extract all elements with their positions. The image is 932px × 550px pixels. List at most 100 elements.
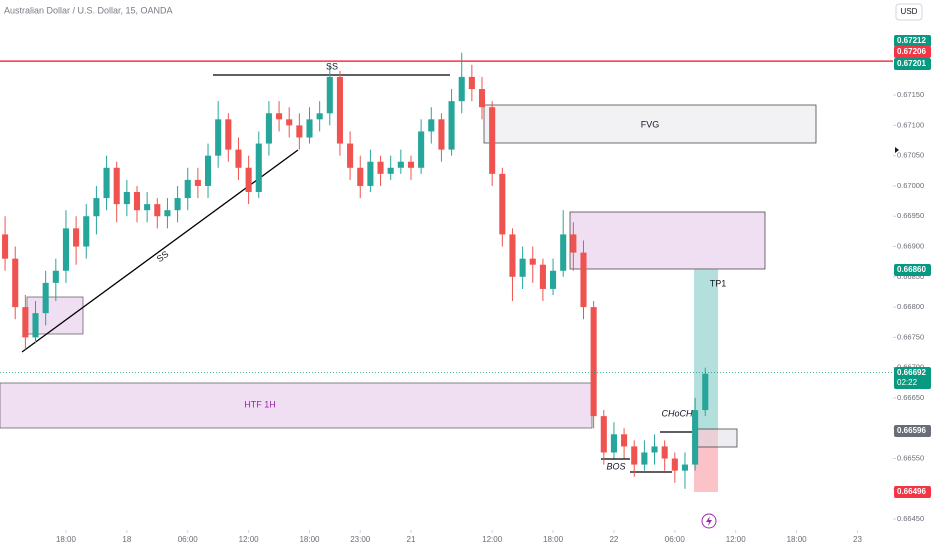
price-badge-label: 0.66496 — [897, 487, 926, 496]
candle-body — [184, 179, 191, 199]
fvg-zone — [483, 104, 817, 144]
candle-body — [519, 258, 526, 277]
price-badge — [894, 367, 931, 389]
candle-body — [2, 234, 9, 259]
candle-body — [144, 204, 151, 211]
x-tick-label: 23 — [853, 535, 862, 544]
candle-body — [133, 192, 141, 211]
candles — [2, 52, 709, 489]
candle-body — [154, 204, 161, 217]
x-tick-label: 18 — [122, 535, 131, 544]
x-tick-label: 18:00 — [299, 535, 320, 544]
x-tick-label: 06:00 — [665, 535, 686, 544]
candle-body — [621, 434, 628, 447]
candle-body — [509, 234, 516, 277]
price-badge-label: 0.67206 — [897, 47, 926, 56]
htf-label: HTF 1H — [244, 399, 276, 409]
price-badge — [894, 264, 931, 276]
candle-body — [215, 119, 222, 156]
y-tick-label: 0.66450 — [897, 514, 924, 523]
candle-body — [336, 76, 343, 144]
candle-body — [83, 216, 90, 247]
choch-label: CHoCH — [661, 408, 693, 418]
candle-body — [387, 167, 394, 174]
candle-body — [62, 228, 70, 271]
y-tick-label: 0.66950 — [897, 211, 924, 220]
y-tick-label: 0.66550 — [897, 454, 924, 463]
candle-body — [286, 119, 293, 126]
candle-body — [580, 252, 587, 308]
candle-body — [692, 410, 699, 465]
candle-body — [306, 119, 313, 138]
candle-body — [316, 113, 323, 120]
price-badge — [894, 58, 931, 70]
candle-body — [103, 167, 110, 199]
candle-body — [225, 119, 232, 150]
candle-body — [570, 234, 577, 253]
candle-body — [631, 446, 638, 465]
currency-button[interactable] — [895, 3, 923, 21]
tp-label: TP1 — [710, 278, 727, 288]
candle-body — [377, 161, 384, 174]
y-tick-label: 0.66800 — [897, 302, 924, 311]
y-tick-label: 0.66650 — [897, 393, 924, 402]
candle-body — [194, 179, 201, 186]
candle-body — [265, 113, 272, 144]
x-tick-label: 12:00 — [239, 535, 260, 544]
candle-body — [296, 125, 303, 138]
price-badge — [894, 486, 931, 498]
y-tick-label: 0.66900 — [897, 242, 924, 251]
candle-body — [458, 76, 465, 102]
candle-body — [671, 458, 678, 471]
alert-icon[interactable] — [701, 513, 717, 529]
candle-body — [610, 434, 617, 453]
candle-body — [326, 76, 333, 114]
scroll-arrow[interactable] — [895, 147, 899, 153]
candle-body — [164, 210, 171, 217]
htf-zone — [0, 382, 593, 429]
fvg-label: FVG — [641, 119, 660, 129]
y-tick-label: 0.67050 — [897, 151, 924, 160]
alert-bolt — [706, 516, 712, 526]
candle-body — [489, 107, 496, 174]
candle-body — [276, 113, 283, 120]
candle-body — [174, 198, 181, 211]
candle-body — [93, 198, 100, 217]
candle-body — [499, 173, 506, 235]
candle-body — [438, 119, 445, 150]
candle-body — [123, 192, 130, 205]
ss-label: SS — [326, 61, 338, 71]
candle-body — [550, 270, 557, 289]
price-badge — [894, 46, 931, 58]
candle-body — [539, 264, 546, 289]
candle-body — [357, 167, 364, 186]
candle-body — [12, 258, 19, 308]
x-tick-label: 12:00 — [726, 535, 747, 544]
countdown-label: 02:22 — [897, 378, 918, 387]
candle-body — [73, 228, 80, 247]
price-badge — [894, 35, 931, 47]
chart-title: Australian Dollar / U.S. Dollar, 15, OAN… — [4, 5, 173, 15]
candle-body — [235, 149, 242, 168]
x-tick-label: 06:00 — [178, 535, 199, 544]
x-tick-label: 23:00 — [350, 535, 371, 544]
candle-body — [478, 89, 486, 108]
x-tick-label: 21 — [407, 535, 416, 544]
bos-label: BOS — [606, 461, 625, 471]
candle-body — [42, 282, 49, 314]
candle-body — [407, 161, 415, 168]
y-tick-label: 0.67100 — [897, 120, 924, 129]
supply-zone — [569, 211, 766, 270]
candle-body — [651, 446, 658, 453]
price-badge-label: 0.66596 — [897, 426, 926, 435]
candle-body — [245, 167, 252, 193]
candle-body — [529, 258, 536, 265]
annotation-layer — [0, 74, 817, 492]
entry-zone — [696, 428, 738, 448]
price-badge-label: 0.66692 — [897, 368, 926, 377]
x-tick-label: 18:00 — [787, 535, 808, 544]
currency-label: USD — [901, 7, 918, 16]
candle-body — [113, 167, 120, 205]
